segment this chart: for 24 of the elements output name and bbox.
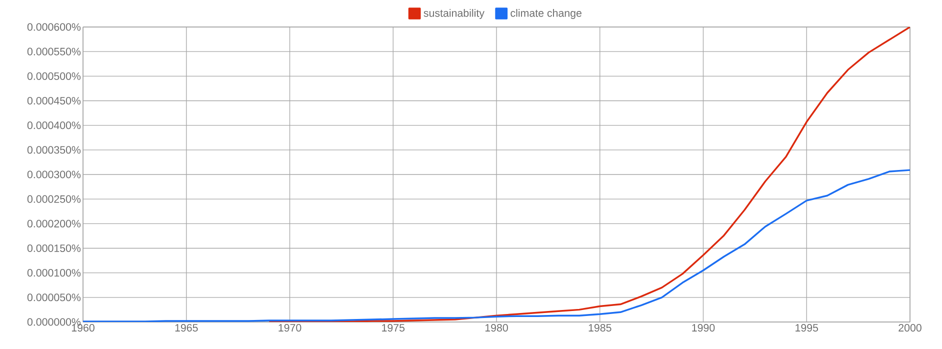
x-tick-label: 1995	[796, 324, 818, 332]
x-tick-label: 1980	[485, 324, 508, 332]
x-tick-label: 1985	[588, 324, 612, 332]
y-tick-label: 0.000450%	[27, 96, 81, 105]
y-tick-label: 0.000050%	[27, 294, 81, 302]
y-tick-label: 0.000250%	[27, 195, 81, 203]
y-tick-label: 0.000150%	[27, 244, 81, 252]
x-tick-label: 1975	[382, 324, 405, 332]
y-tick-label: 0.000100%	[27, 269, 81, 277]
y-tick-label: 0.000200%	[27, 220, 81, 228]
x-tick-label: 1970	[278, 324, 302, 332]
y-tick-label: 0.000600%	[27, 23, 81, 31]
legend-label: climate change	[510, 8, 582, 19]
y-tick-label: 0.000000%	[27, 318, 81, 326]
y-tick-label: 0.000500%	[27, 72, 81, 80]
x-tick-label: 1990	[692, 324, 715, 332]
x-tick-label: 1965	[175, 324, 198, 332]
x-tick-label: 2000	[898, 324, 922, 332]
y-tick-label: 0.000550%	[27, 48, 81, 56]
legend-label: sustainability	[424, 8, 484, 19]
y-tick-label: 0.000350%	[27, 146, 81, 154]
y-tick-label: 0.000300%	[27, 170, 81, 178]
y-tick-label: 0.000400%	[27, 122, 81, 130]
x-tick-label: 1960	[72, 324, 94, 332]
